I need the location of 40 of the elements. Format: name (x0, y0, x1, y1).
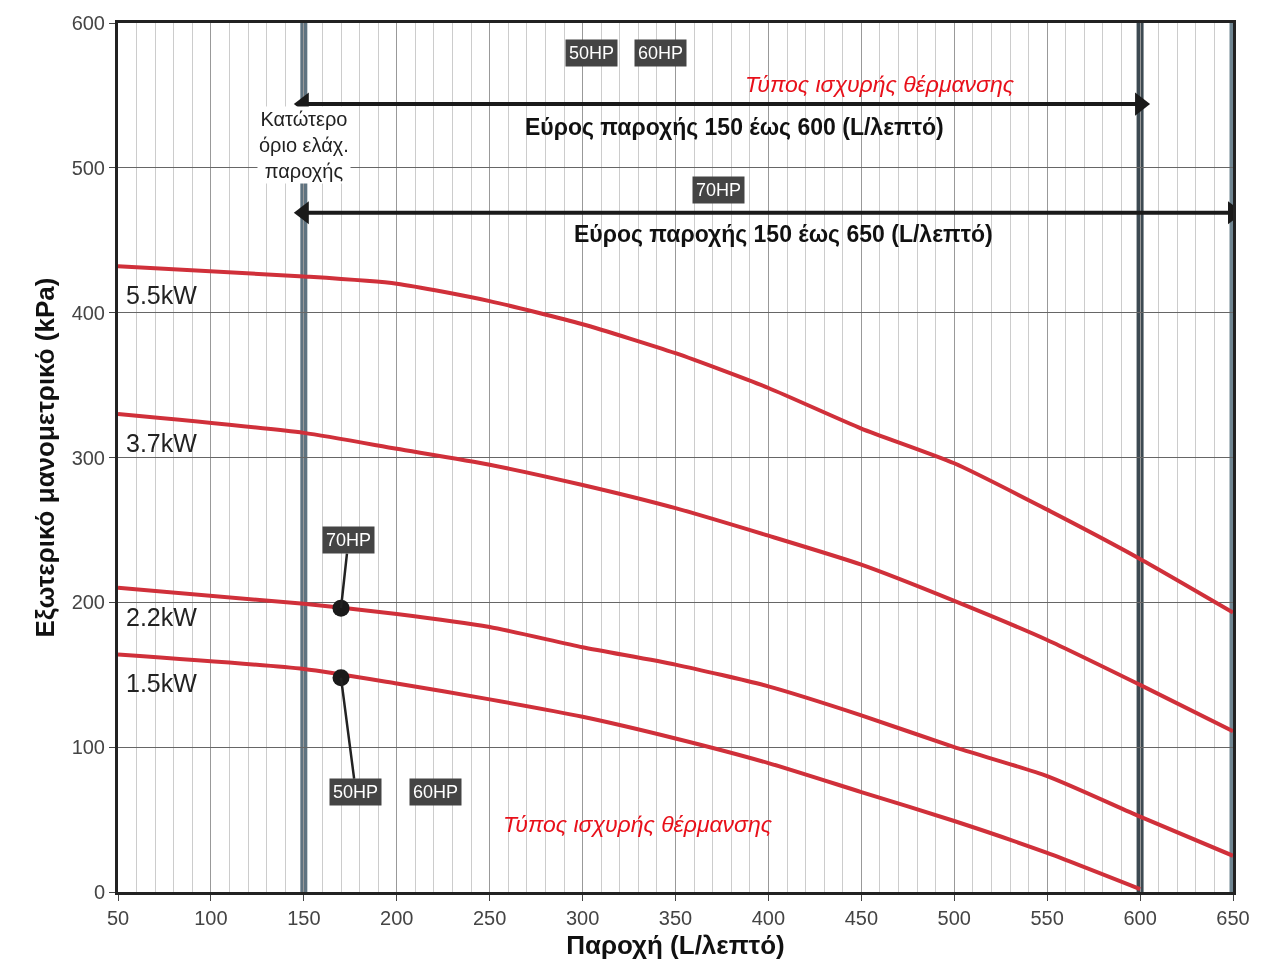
x-tick-label: 450 (844, 907, 879, 929)
x-tick-label: 500 (937, 907, 971, 929)
annotation: 70HP (696, 180, 742, 200)
series-label: 2.2kW (126, 603, 198, 631)
x-tick-label: 300 (565, 907, 600, 929)
y-tick-label: 200 (71, 591, 105, 614)
x-tick-label: 650 (1216, 907, 1250, 929)
line-series (118, 585, 1233, 858)
x-axis-title: Παροχή (L/λεπτό) (566, 929, 785, 960)
annotation: 60HP (413, 782, 459, 802)
x-tick-label: 400 (751, 907, 786, 929)
y-tick-label: 400 (71, 301, 105, 324)
x-tick-label: 550 (1030, 907, 1064, 929)
x-tick-label: 100 (194, 907, 228, 929)
y-tick-label: 500 (71, 156, 105, 179)
annotation: 50HP (333, 782, 379, 802)
x-tick-label: 50 (106, 907, 130, 929)
y-tick-label: 0 (93, 881, 105, 903)
y-tick-label: 600 (71, 12, 105, 34)
x-tick-label: 200 (380, 907, 414, 929)
series-label: 3.7kW (126, 429, 198, 457)
annotation: Εύρος παροχής 150 έως 650 (L/λεπτό) (574, 221, 993, 247)
annotation: 70HP (326, 530, 372, 550)
annotation: Τύπος ισχυρής θέρμανσης (503, 811, 773, 837)
annotation: 50HP (569, 43, 615, 63)
ref-line-label: Κατώτερο όριο ελάχ. παροχής (259, 108, 349, 182)
x-tick-label: 150 (287, 907, 321, 929)
annotation: 60HP (638, 43, 684, 63)
series-label: 1.5kW (126, 669, 198, 697)
y-tick-label: 100 (71, 736, 105, 759)
y-axis-title: Εξωτερικό μανομετρικό (kPa) (30, 277, 61, 638)
y-tick-label: 300 (71, 446, 105, 469)
annotation: Τύπος ισχυρής θέρμανσης (745, 71, 1015, 97)
series-label: 5.5kW (126, 281, 198, 309)
x-tick-label: 350 (658, 907, 693, 929)
annotation: Εύρος παροχής 150 έως 600 (L/λεπτό) (525, 114, 944, 140)
x-tick-label: 250 (472, 907, 507, 929)
line-series (118, 652, 1143, 892)
x-tick-label: 600 (1123, 907, 1157, 929)
line-series (118, 412, 1233, 734)
